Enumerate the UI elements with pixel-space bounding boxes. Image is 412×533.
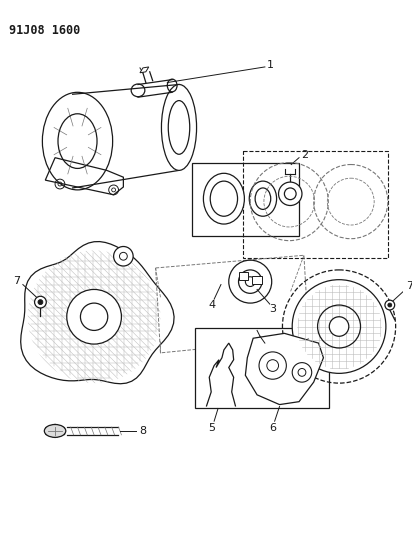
Text: 1: 1 [267, 60, 274, 70]
Text: 8: 8 [139, 426, 146, 436]
Circle shape [67, 289, 122, 344]
Polygon shape [140, 67, 149, 73]
Ellipse shape [249, 181, 276, 216]
Ellipse shape [44, 424, 66, 438]
Text: 4: 4 [208, 300, 216, 310]
Bar [192, 163, 299, 236]
Bar [194, 328, 329, 408]
Circle shape [292, 280, 386, 373]
Circle shape [246, 277, 255, 287]
Text: 7: 7 [406, 280, 412, 290]
Ellipse shape [204, 173, 244, 224]
Text: 7: 7 [14, 276, 21, 286]
Text: 91J08 1600: 91J08 1600 [9, 24, 80, 37]
Circle shape [114, 246, 133, 266]
Polygon shape [246, 333, 323, 405]
Circle shape [329, 317, 349, 336]
Bar [239, 272, 248, 280]
Polygon shape [45, 158, 123, 195]
Bar [243, 151, 388, 258]
Circle shape [385, 300, 395, 310]
Text: 2: 2 [301, 150, 309, 160]
Circle shape [388, 303, 392, 307]
Text: 6: 6 [269, 423, 276, 433]
Circle shape [279, 182, 302, 206]
Ellipse shape [162, 85, 197, 171]
Text: 3: 3 [269, 304, 276, 314]
Circle shape [38, 300, 43, 304]
Polygon shape [21, 241, 174, 384]
Circle shape [35, 296, 46, 308]
Bar [252, 276, 262, 284]
Text: 5: 5 [208, 423, 215, 433]
